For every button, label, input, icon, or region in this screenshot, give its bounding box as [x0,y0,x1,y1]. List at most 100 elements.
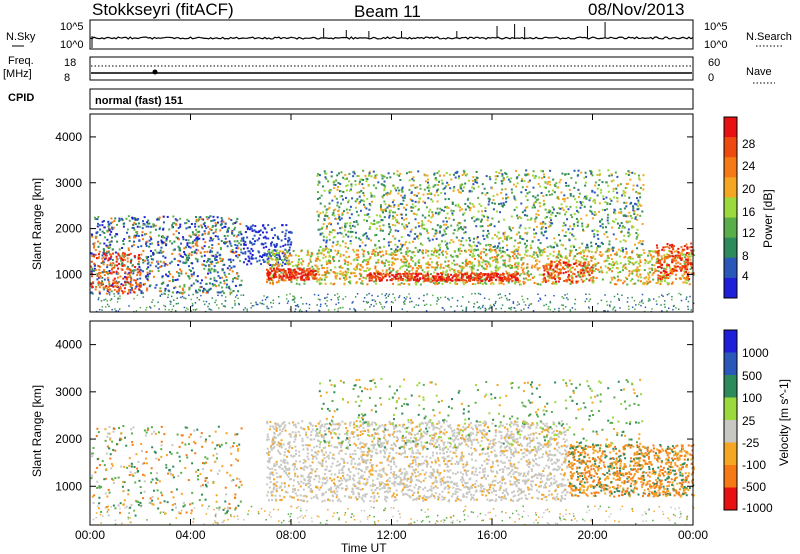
data-cell [325,177,328,180]
data-cell [325,239,328,242]
data-cell [221,258,224,261]
data-cell [367,258,370,261]
data-cell [380,174,383,177]
data-cell [405,251,408,254]
data-cell [565,261,568,264]
data-cell [231,250,234,253]
data-cell [137,285,140,288]
data-cell [495,270,498,273]
data-cell [403,255,406,258]
data-cell [605,181,608,184]
data-cell [277,261,280,264]
data-cell [501,174,504,177]
data-cell [380,255,383,258]
data-cell [356,198,359,201]
data-cell [349,230,352,233]
data-cell [345,184,348,187]
data-cell [477,264,480,267]
data-cell [108,270,111,273]
data-cell [461,262,464,265]
data-cell [623,201,626,204]
data-cell [500,169,503,172]
data-cell [552,189,555,192]
data-cell [263,254,266,257]
data-cell [422,200,425,203]
data-cell [524,246,527,249]
data-cell [122,284,125,287]
data-cell [148,245,151,248]
data-cell [394,237,397,240]
data-cell [358,272,361,275]
data-cell [152,258,155,261]
data-cell [460,208,463,211]
data-cell [417,234,420,237]
data-cell [592,200,595,203]
data-cell [378,251,381,254]
data-cell [480,256,483,259]
data-cell [290,231,293,234]
data-cell [294,270,297,273]
data-cell [369,275,372,278]
data-cell [152,253,155,256]
data-cell [90,265,93,268]
data-cell [119,257,122,260]
data-cell [116,290,119,293]
data-cell [232,222,235,225]
data-cell [146,287,149,290]
data-cell [251,253,254,256]
data-cell [237,231,240,234]
data-cell [569,249,572,252]
data-cell [119,285,122,288]
noise-spikes [91,22,606,48]
data-cell [96,225,99,228]
data-cell [591,212,594,215]
data-cell [109,272,112,275]
data-cell [665,264,668,267]
data-cell [493,272,496,275]
data-cell [671,281,674,284]
data-cell [338,277,341,280]
data-cell [391,223,394,226]
data-cell [225,283,228,286]
data-cell [590,245,593,248]
data-cell [675,269,678,272]
data-cell [509,255,512,258]
data-cell [199,216,202,219]
data-cell [659,277,662,280]
data-cell [582,254,585,257]
data-cell [345,189,348,192]
data-cell [337,249,340,252]
data-cell [127,282,130,285]
data-cell [228,285,231,288]
data-cell [92,246,95,249]
data-cell [423,188,426,191]
data-cell [567,259,570,262]
data-cell [683,273,686,276]
data-cell [559,255,562,258]
data-cell [297,260,300,263]
data-cell [284,271,287,274]
data-cell [196,291,199,294]
data-cell [507,254,510,257]
data-cell [607,266,610,269]
data-cell [442,233,445,236]
data-cell [432,275,435,278]
data-cell [274,272,277,275]
data-cell [283,255,286,258]
data-cell [353,172,356,175]
data-cell [505,173,508,176]
data-cell [244,251,247,254]
data-cell [93,255,96,258]
data-cell [318,259,321,262]
data-cell [424,180,427,183]
data-cell [188,286,191,289]
data-cell [628,196,631,199]
data-cell [467,179,470,182]
data-cell [517,281,520,284]
data-cell [457,189,460,192]
data-cell [650,258,653,261]
data-cell [526,254,529,257]
data-cell [405,213,408,216]
data-cell [596,244,599,247]
data-cell [356,293,359,295]
